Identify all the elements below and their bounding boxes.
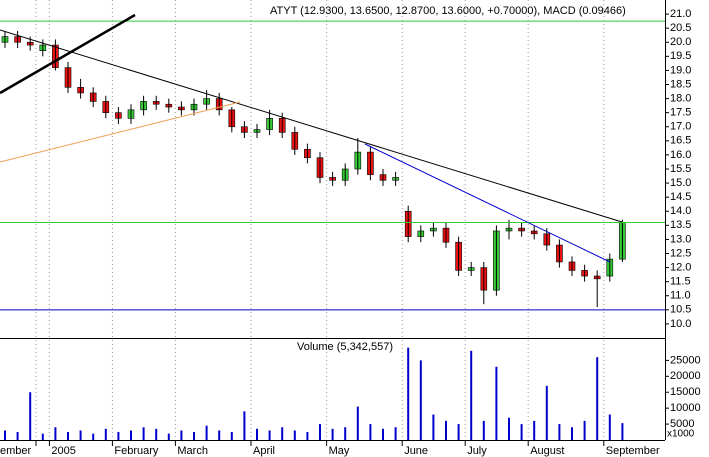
volume-bar [256, 428, 258, 440]
volume-bar [331, 428, 334, 440]
volume-bar [54, 427, 57, 440]
x-tick-label: May [329, 445, 350, 457]
volume-bar [508, 417, 510, 440]
x-tick-label: March [177, 445, 208, 457]
y-tick-label: 18.5 [670, 78, 691, 90]
volume-bar [281, 427, 284, 440]
volume-bar [268, 430, 271, 440]
y-tick-label: 12.5 [670, 247, 691, 259]
y-tick-label: 10.5 [670, 304, 691, 316]
volume-bar [457, 424, 460, 440]
y-tick-label: 10.0 [670, 318, 691, 330]
x-tick-label: ember [0, 445, 32, 457]
volume-bar [495, 366, 498, 440]
y-tick-label: 17.5 [670, 107, 691, 119]
y-tick-label: 11.0 [670, 290, 691, 302]
y-tick-label: 14.5 [670, 191, 691, 203]
y-tick-label: 15000 [670, 386, 701, 398]
y-tick-label: 20.5 [670, 22, 691, 34]
volume-bar [180, 430, 183, 440]
volume-bar [369, 424, 372, 440]
y-tick-label: 15.5 [670, 163, 691, 175]
y-tick-label: 19.5 [670, 50, 691, 62]
volume-bar [243, 411, 246, 440]
volume-bar [394, 427, 397, 440]
volume-bar [230, 432, 233, 440]
y-tick-label: 15.0 [670, 177, 691, 189]
trend-line [0, 13, 136, 95]
volume-bar [356, 406, 359, 440]
volume-bar [558, 424, 561, 440]
volume-bar [583, 420, 586, 440]
volume-title: Volume (5,342,557) [297, 341, 393, 353]
volume-bar [545, 385, 548, 440]
y-tick-label: 21.0 [670, 8, 691, 20]
volume-bar [67, 432, 69, 440]
volume-bar [319, 424, 321, 440]
volume-bar [130, 430, 132, 440]
y-tick-label: 12.0 [670, 261, 691, 273]
volume-bar [520, 424, 523, 440]
x-tick-label: July [467, 445, 487, 457]
y-tick-label: 11.5 [670, 276, 691, 288]
chart-title: ATYT (12.9300, 13.6500, 12.8700, 13.6000… [270, 5, 626, 17]
volume-bar [432, 414, 435, 440]
volume-bar [79, 430, 82, 440]
volume-bar [92, 433, 95, 440]
volume-bar [104, 428, 107, 440]
volume-bar [407, 347, 410, 440]
x-tick-label: August [530, 445, 564, 457]
volume-bar [571, 427, 573, 440]
volume-bar [533, 420, 536, 440]
y-tick-label: 13.5 [670, 219, 691, 231]
volume-bar [205, 425, 208, 440]
volume-bar [608, 414, 611, 440]
volume-bar [142, 427, 145, 440]
volume-bar [470, 350, 473, 440]
volume-bar [482, 420, 485, 440]
y-tick-label: 17.0 [670, 121, 691, 133]
trend-line [0, 29, 623, 223]
y-tick-label: 13.0 [670, 233, 691, 245]
volume-bar [218, 430, 221, 440]
y-tick-label: 16.0 [670, 149, 691, 161]
y-tick-label: 14.0 [670, 205, 691, 217]
volume-bar [155, 428, 158, 440]
y-tick-label: 20000 [670, 370, 701, 382]
y-tick-label: 20.0 [670, 36, 691, 48]
y-tick-label: 18.0 [670, 92, 691, 104]
volume-bar [344, 427, 347, 440]
volume-bar [41, 433, 44, 440]
volume-bar [4, 430, 6, 440]
volume-bar [445, 420, 447, 440]
volume-bar [16, 432, 19, 440]
volume-bar [293, 430, 296, 440]
volume-bar [596, 357, 599, 440]
trend-line [0, 101, 241, 163]
y-tick-label: 5000 [670, 418, 694, 430]
volume-bar [193, 432, 195, 440]
volume-bar [29, 392, 32, 440]
y-tick-label: 19.0 [670, 64, 691, 76]
x-tick-label: September [606, 445, 660, 457]
x-tick-label: April [253, 445, 275, 457]
x-tick-label: 2005 [51, 445, 75, 457]
volume-bar [419, 360, 422, 440]
volume-bar [306, 432, 309, 440]
volume-bar [167, 433, 170, 440]
volume-bar [621, 423, 624, 440]
trend-line [364, 143, 611, 263]
y-tick-label: 16.5 [670, 135, 691, 147]
y-tick-label: 10000 [670, 402, 701, 414]
volume-bar [117, 432, 120, 440]
y-axis-label: x1000 [667, 429, 695, 440]
y-tick-label: 25000 [670, 354, 701, 366]
volume-bar [382, 428, 384, 440]
x-tick-label: February [114, 445, 159, 457]
x-tick-label: June [404, 445, 428, 457]
